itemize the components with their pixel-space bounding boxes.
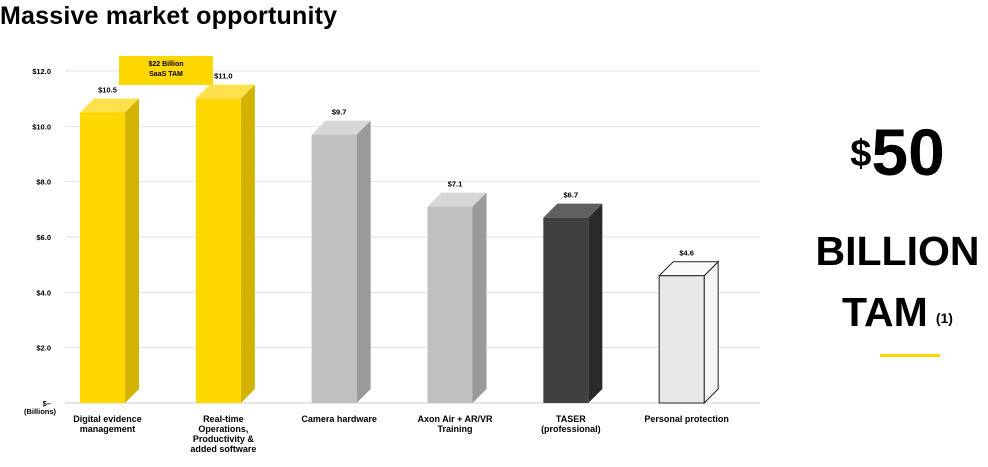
tam-dollar-sign: $	[850, 133, 872, 175]
category-label-line: Digital evidence	[73, 414, 142, 424]
accent-underline	[880, 354, 940, 357]
y-tick-label: $8.0	[36, 178, 51, 187]
callout-line-2: SaaS TAM	[149, 71, 183, 78]
category-label-line: TASER	[556, 414, 586, 424]
y-tick-label: $4.0	[36, 288, 51, 297]
bar-side	[703, 260, 719, 405]
bar-side	[588, 203, 603, 403]
category-label-line: Camera hardware	[301, 414, 377, 424]
bar-top	[427, 192, 487, 207]
tam-amount: $50	[805, 112, 988, 192]
category-label-line: Productivity &	[193, 434, 255, 444]
y-tick-label: $10.0	[32, 122, 51, 131]
bar	[658, 275, 705, 404]
bar-side	[472, 192, 487, 403]
bar-top	[195, 84, 255, 99]
y-tick-label: $–	[43, 399, 51, 408]
category-label: Real-time Operations, Productivity & added …	[190, 414, 256, 454]
bar	[195, 98, 241, 404]
category-label-line: management	[80, 424, 136, 434]
bar	[311, 134, 357, 403]
category-label: Personal protection	[644, 414, 729, 424]
bar	[80, 112, 125, 403]
bar-top	[543, 203, 603, 218]
bar	[427, 206, 473, 403]
bar-value-label: $6.7	[564, 191, 579, 200]
bar-side	[125, 98, 139, 403]
page-title: Massive market opportunity	[0, 2, 338, 30]
category-label: TASER (professional)	[541, 414, 601, 434]
tam-billion-label: BILLION	[815, 228, 980, 274]
y-tick-label: $12.0	[32, 67, 51, 76]
category-label: Camera hardware	[301, 414, 377, 424]
callout-line-1: $22 Billion	[148, 61, 184, 68]
bar-value-label: $9.7	[332, 108, 347, 117]
category-label-line: Personal protection	[644, 414, 729, 424]
y-unit-label: (Billions)	[24, 407, 57, 416]
category-label: Axon Air + AR/VR Training	[417, 414, 493, 434]
bar-value-label: $10.5	[98, 86, 117, 95]
category-label: Digital evidence management	[73, 414, 142, 434]
category-label-line: Operations,	[198, 424, 248, 434]
bar-value-label: $11.0	[214, 72, 232, 81]
bar-value-label: $4.6	[679, 249, 694, 258]
y-tick-label: $2.0	[36, 344, 51, 353]
bar-top	[311, 120, 371, 135]
y-tick-label: $6.0	[36, 233, 51, 242]
tam-footnote: (1)	[935, 310, 953, 326]
category-label-line: Axon Air + AR/VR	[417, 414, 493, 424]
bar-side	[240, 84, 255, 404]
saas-tam-callout: $22 Billion SaaS TAM	[119, 56, 213, 85]
tam-amount-value: 50	[871, 115, 945, 189]
bar-top	[80, 98, 139, 113]
bar-side	[356, 120, 371, 403]
category-label-line: Training	[437, 424, 472, 434]
tam-label-text: TAM	[842, 289, 928, 335]
bar-value-label: $7.1	[448, 180, 463, 189]
tam-label: TAM (1)	[805, 289, 988, 335]
bar	[543, 217, 589, 403]
category-label-line: added software	[190, 444, 256, 454]
category-label-line: (professional)	[541, 424, 601, 434]
category-label-line: Real-time	[203, 414, 244, 424]
